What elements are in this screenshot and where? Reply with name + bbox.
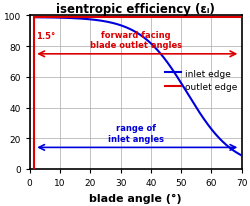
Text: range of
inlet angles: range of inlet angles (107, 124, 163, 143)
Legend: inlet edge, outlet edge: inlet edge, outlet edge (164, 69, 236, 92)
Title: isentropic efficiency (εᵢ): isentropic efficiency (εᵢ) (56, 4, 214, 16)
Text: forward facing
blade outlet angles: forward facing blade outlet angles (89, 31, 181, 50)
Text: 1.5°: 1.5° (36, 32, 55, 41)
X-axis label: blade angle (°): blade angle (°) (89, 193, 181, 202)
